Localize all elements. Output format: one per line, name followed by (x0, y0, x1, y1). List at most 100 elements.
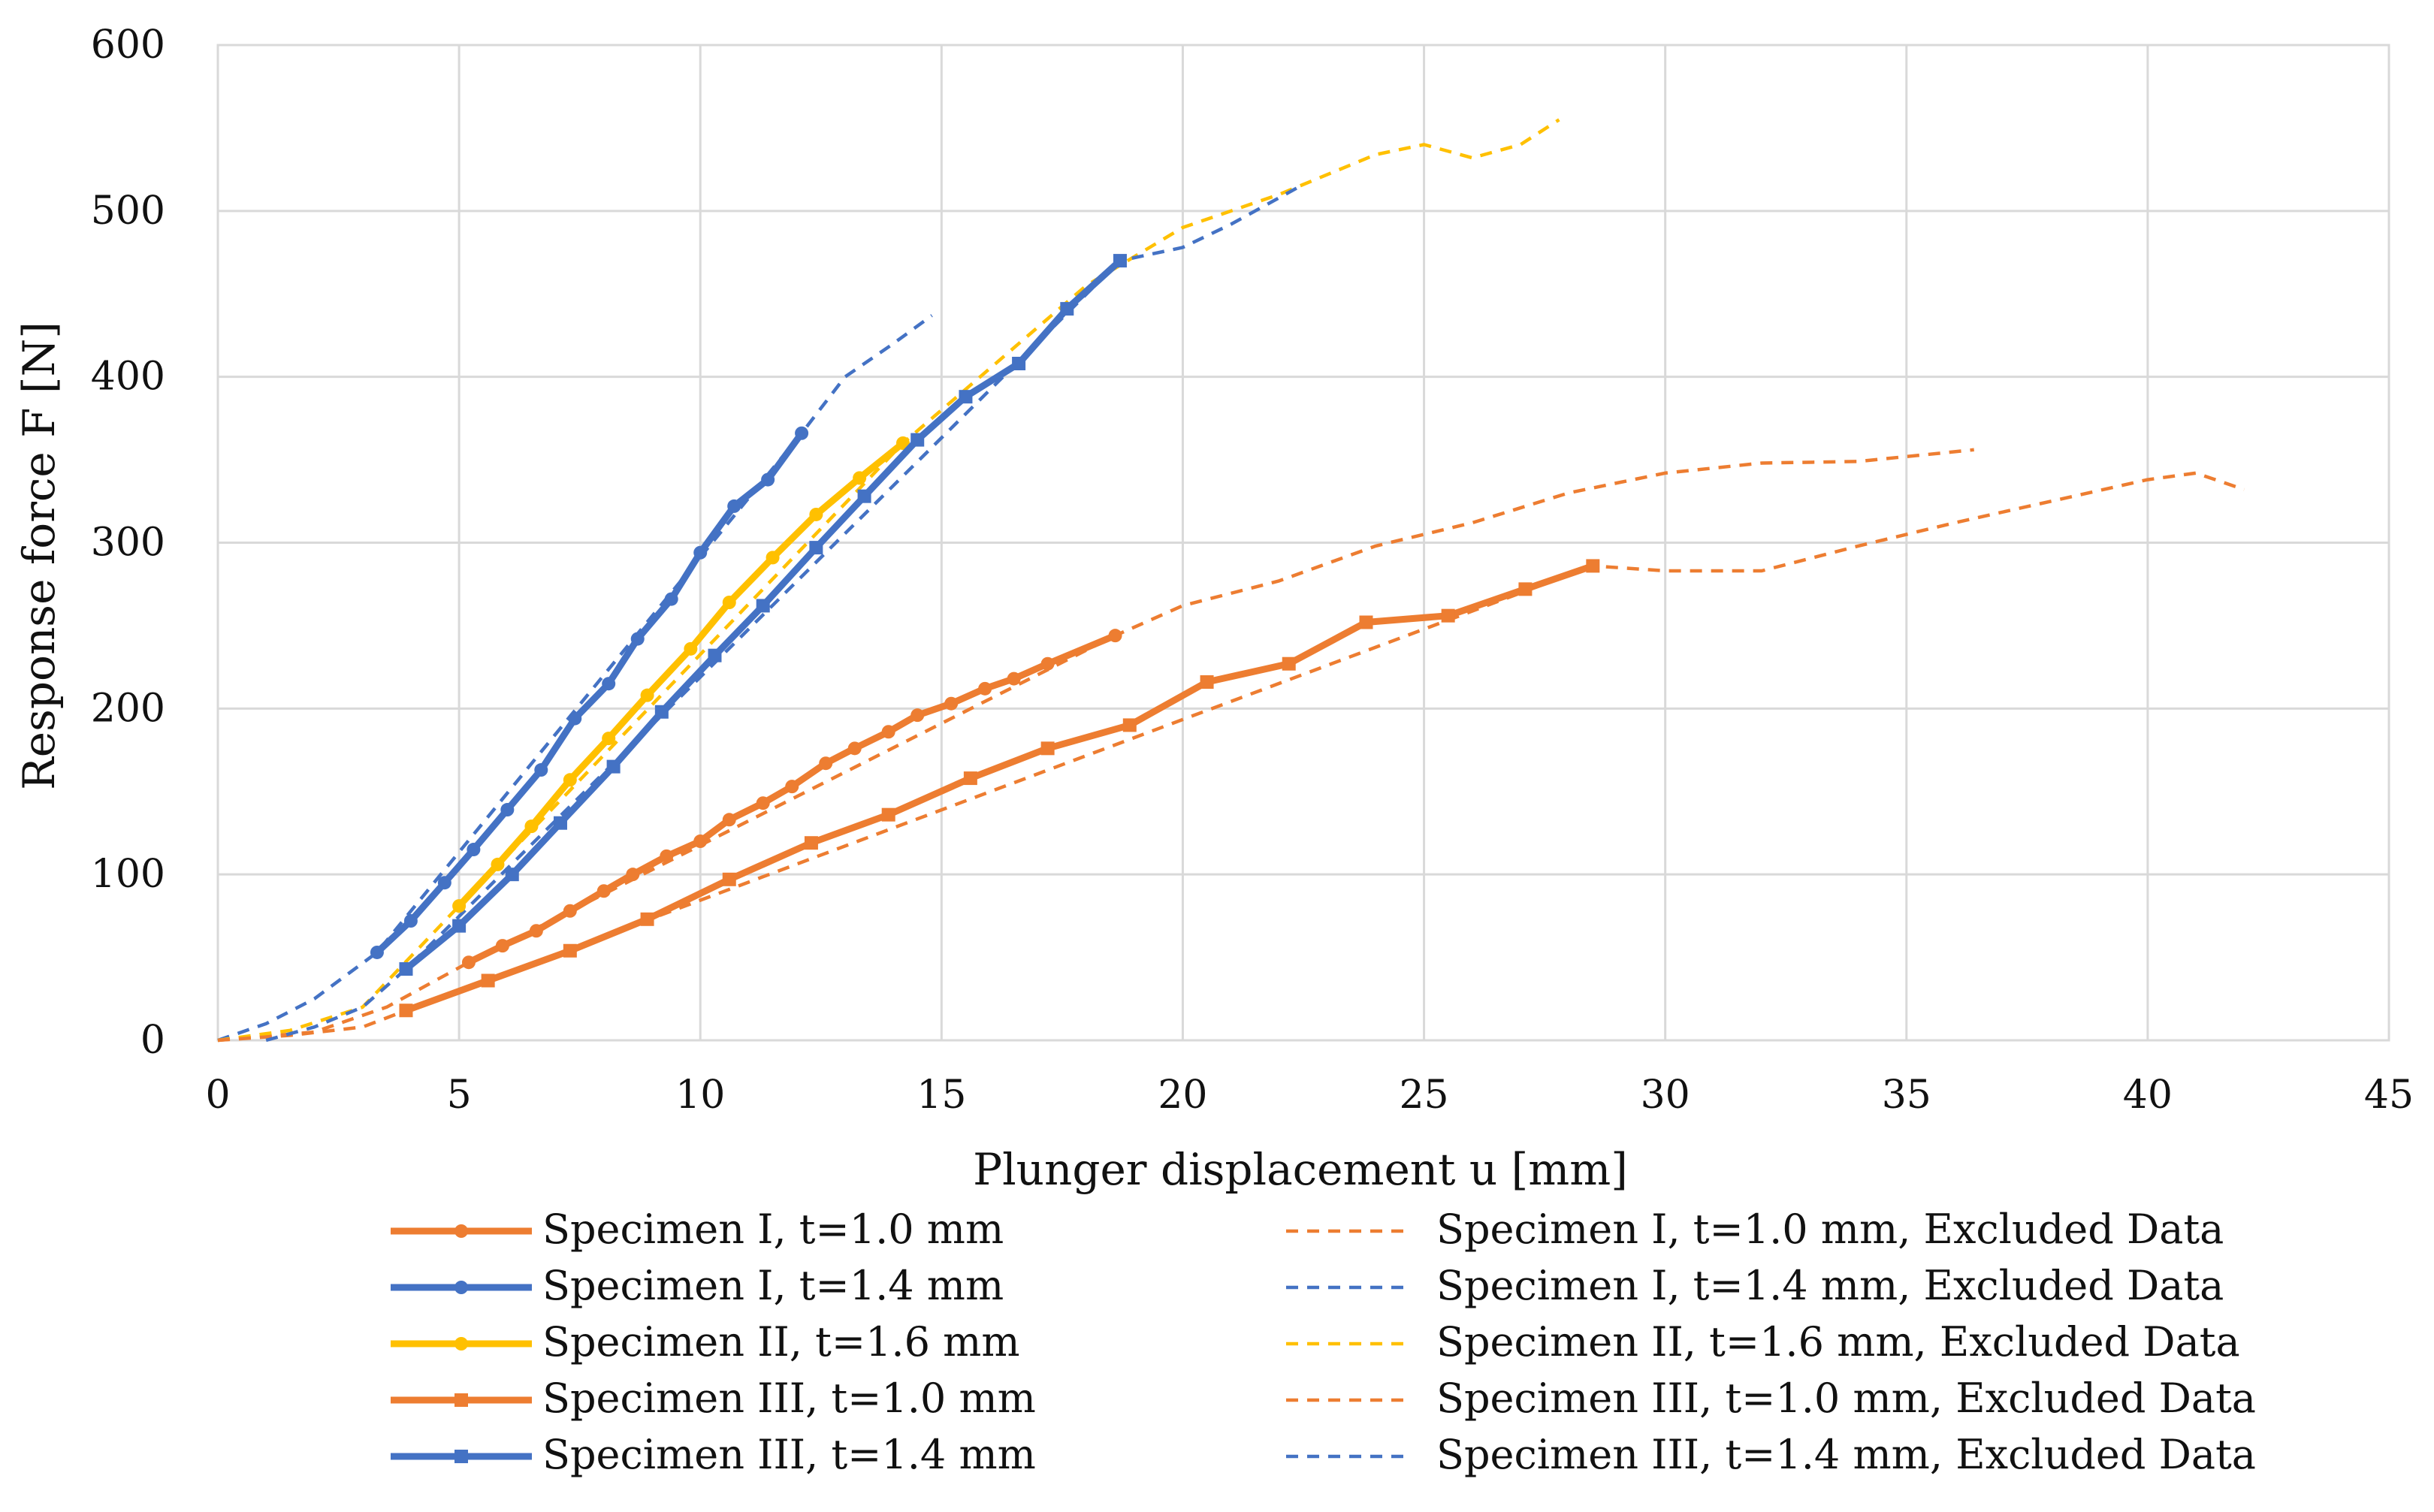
data-point-square (1359, 615, 1373, 629)
series-7 (217, 118, 1560, 1043)
axes (216, 44, 2390, 1042)
legend-item: Specimen I, t=1.0 mm, Excluded Data (1286, 1206, 2224, 1253)
data-point (500, 803, 515, 817)
data-point-square (1441, 608, 1455, 623)
x-tick-label: 45 (2364, 1073, 2414, 1118)
series-layer (217, 118, 2245, 1043)
series-9 (265, 183, 1305, 1043)
legend: Specimen I, t=1.0 mm Specimen I, t=1.4 mm… (391, 1206, 2256, 1478)
legend-label: Specimen I, t=1.0 mm, Excluded Data (1436, 1206, 2224, 1253)
data-point (809, 507, 823, 521)
data-point-square (809, 541, 823, 555)
x-tick-label: 20 (1158, 1073, 1207, 1118)
data-point-square (804, 836, 818, 850)
data-point-square (1040, 741, 1055, 756)
legend-label: Specimen III, t=1.4 mm (542, 1431, 1036, 1478)
data-point-square (881, 807, 895, 822)
data-point (529, 924, 543, 938)
legend-item: Specimen I, t=1.4 mm, Excluded Data (1286, 1262, 2224, 1309)
data-point-square (553, 816, 567, 830)
data-point-square (722, 872, 736, 886)
grid-lines (216, 44, 2390, 1042)
legend-item: Specimen III, t=1.4 mm, Excluded Data (1286, 1431, 2256, 1478)
data-point (795, 426, 809, 440)
data-point (660, 849, 674, 863)
data-point (602, 732, 616, 746)
data-point (722, 596, 736, 609)
legend-label: Specimen III, t=1.4 mm, Excluded Data (1436, 1431, 2256, 1478)
legend-marker (454, 1281, 468, 1294)
series-line-dashed (217, 118, 1560, 1043)
data-point-square (452, 919, 467, 933)
data-point (693, 834, 708, 848)
data-point (602, 677, 616, 691)
data-point (1007, 671, 1021, 686)
data-point-square (1060, 302, 1074, 316)
y-tick-label: 200 (91, 686, 165, 731)
data-point (626, 868, 640, 882)
x-tick-label: 35 (1882, 1073, 1931, 1118)
data-point-square (399, 962, 413, 976)
series-line-dashed (265, 183, 1305, 1043)
data-point (785, 780, 799, 794)
series-6 (217, 314, 933, 1043)
data-point-square (963, 771, 977, 786)
legend-label: Specimen II, t=1.6 mm (542, 1318, 1020, 1366)
data-point (534, 763, 548, 777)
data-point-square (910, 433, 925, 447)
data-point (684, 641, 698, 656)
data-point-square (959, 390, 973, 404)
data-point (563, 773, 577, 787)
x-axis-label: Plunger displacement u [mm] (973, 1144, 1628, 1195)
data-point (403, 914, 418, 928)
data-point (1040, 656, 1055, 671)
data-point-square (1113, 254, 1127, 268)
data-point (664, 592, 678, 606)
x-tick-label: 0 (205, 1073, 230, 1118)
series-line-dashed (217, 471, 2245, 1043)
x-tick-label: 30 (1641, 1073, 1690, 1118)
legend-label: Specimen III, t=1.0 mm, Excluded Data (1436, 1375, 2256, 1422)
legend-item: Specimen III, t=1.4 mm (391, 1431, 1036, 1478)
legend-label: Specimen I, t=1.4 mm (542, 1262, 1004, 1309)
data-point-square (756, 599, 770, 613)
series-line (373, 430, 805, 956)
data-point-square (505, 868, 519, 882)
data-point-square (1012, 357, 1026, 370)
data-point (452, 899, 467, 913)
data-point-square (1200, 675, 1214, 689)
y-tick-label: 400 (91, 355, 165, 400)
data-point (370, 945, 384, 959)
data-point (766, 551, 780, 565)
data-point (881, 725, 895, 739)
data-point (944, 696, 959, 711)
data-point (437, 876, 451, 890)
series-5 (217, 448, 1974, 1043)
data-point (495, 939, 509, 953)
legend-item: Specimen I, t=1.4 mm (391, 1262, 1004, 1309)
data-point-square (399, 1003, 413, 1018)
legend-label: Specimen III, t=1.0 mm (542, 1375, 1036, 1422)
series-8 (217, 471, 2245, 1043)
y-tick-label: 0 (140, 1018, 165, 1063)
y-tick-label: 100 (91, 852, 165, 897)
data-point-square (563, 943, 577, 958)
legend-marker (454, 1224, 468, 1238)
data-point (819, 756, 833, 771)
data-point (756, 796, 770, 810)
data-point-square (654, 705, 669, 719)
data-point (563, 904, 577, 918)
legend-item: Specimen II, t=1.6 mm (391, 1318, 1020, 1366)
data-point-square (1586, 559, 1600, 573)
x-tick-label: 10 (675, 1073, 725, 1118)
data-point (910, 708, 925, 723)
legend-item: Specimen III, t=1.0 mm, Excluded Data (1286, 1375, 2256, 1422)
y-tick-label: 500 (91, 189, 165, 234)
data-point (524, 819, 539, 834)
x-tick-label: 5 (447, 1073, 472, 1118)
x-tick-label: 15 (917, 1073, 966, 1118)
series-3 (399, 559, 1600, 1018)
legend-marker-square (454, 1450, 468, 1463)
y-tick-label: 300 (91, 521, 165, 566)
